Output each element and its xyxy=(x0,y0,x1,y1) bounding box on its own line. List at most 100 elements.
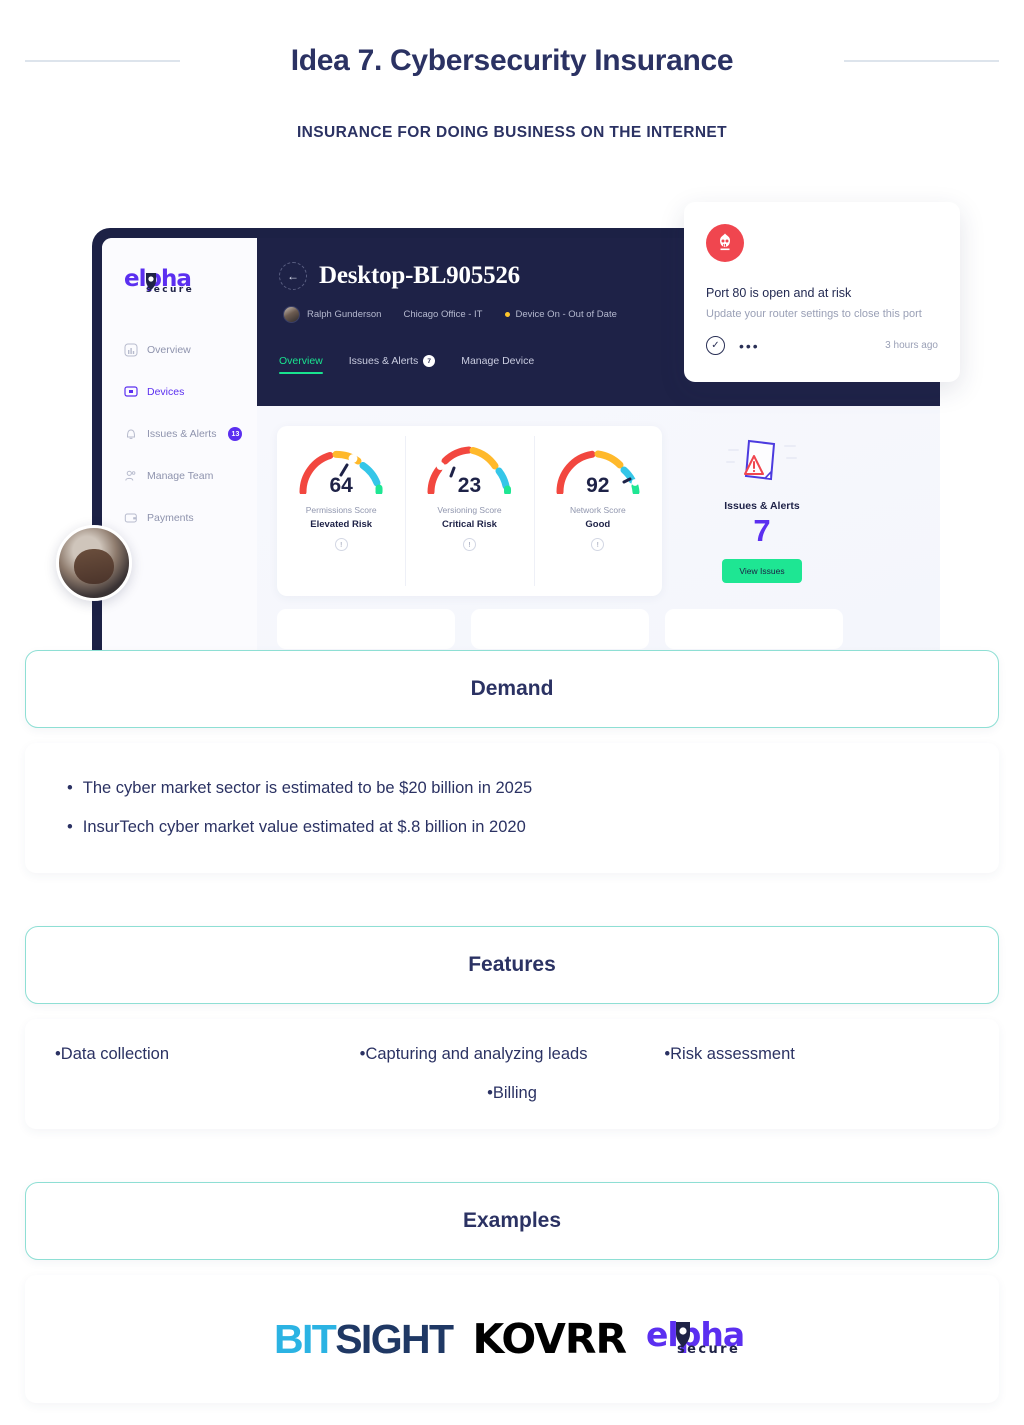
tab-issues-alerts[interactable]: Issues & Alerts 7 xyxy=(348,355,436,374)
sidebar-item-label: Overview xyxy=(147,344,191,356)
wallet-icon xyxy=(124,511,138,525)
monitor-icon xyxy=(124,385,138,399)
people-icon xyxy=(124,469,138,483)
sidebar-item-issues-alerts[interactable]: Issues & Alerts 13 xyxy=(102,418,257,450)
list-item: •Risk assessment xyxy=(664,1045,969,1064)
list-item-label: InsurTech cyber market value estimated a… xyxy=(82,818,526,836)
tab-badge: 7 xyxy=(423,355,436,367)
list-item-label: The cyber market sector is estimated to … xyxy=(82,779,533,797)
device-owner-label: Ralph Gunderson xyxy=(307,309,382,320)
sidebar-item-overview[interactable]: Overview xyxy=(102,334,257,366)
device-name: Desktop-BL905526 xyxy=(319,262,520,289)
avatar xyxy=(56,525,132,601)
gauge-value: 23 xyxy=(457,474,482,497)
tab-label: Issues & Alerts xyxy=(348,355,419,367)
warning-document-icon xyxy=(725,434,799,492)
check-circle-icon[interactable]: ✓ xyxy=(706,336,725,355)
section-spacer xyxy=(25,1129,999,1182)
view-issues-button[interactable]: View Issues xyxy=(722,559,802,583)
device-title-row: ← Desktop-BL905526 xyxy=(279,262,940,290)
ellipsis-icon[interactable]: ••• xyxy=(739,337,760,354)
bullet-glyph: • xyxy=(67,818,73,836)
gauge-state: Critical Risk xyxy=(442,519,497,530)
gauge-state: Good xyxy=(585,519,611,530)
section-spacer xyxy=(25,873,999,926)
tab-label: Manage Device xyxy=(461,355,535,367)
notification-subtitle: Update your router settings to close thi… xyxy=(706,308,922,320)
placeholder-card xyxy=(277,609,455,649)
features-row: •Data collection •Capturing and analyzin… xyxy=(55,1045,969,1064)
notification-footer: ✓ ••• 3 hours ago xyxy=(706,336,938,355)
list-item-label: Billing xyxy=(492,1084,537,1102)
section-title: Demand xyxy=(470,677,554,700)
score-card: 64 Permissions Score Elevated Risk ! xyxy=(277,426,662,596)
bitsight-logo: BITSIGHT xyxy=(274,1315,454,1363)
arrow-left-icon[interactable]: ← xyxy=(279,262,307,290)
chart-icon xyxy=(124,343,138,357)
device-status: Device On - Out of Date xyxy=(504,309,617,320)
example-logos: BITSIGHT KOVRR elpha secure xyxy=(55,1301,969,1377)
bell-icon xyxy=(124,427,138,441)
device-status-label: Device On - Out of Date xyxy=(515,309,617,320)
product-screenshot-mockup: elpha secure Overview xyxy=(0,180,1024,660)
gauge-state: Elevated Risk xyxy=(310,519,373,530)
gauge-value: 92 xyxy=(586,474,610,497)
notification-title: Port 80 is open and at risk xyxy=(706,286,852,300)
elpha-logo-word: elpha xyxy=(646,1315,745,1354)
avatar-face xyxy=(74,549,114,584)
title-row: Idea 7. Cybersecurity Insurance xyxy=(0,38,1024,84)
tab-overview[interactable]: Overview xyxy=(279,355,323,374)
alerts-title: Issues & Alerts xyxy=(724,500,800,512)
placeholder-card xyxy=(665,609,843,649)
app-sidebar: elpha secure Overview xyxy=(102,238,257,660)
device-tabs: Overview Issues & Alerts 7 Manage Device xyxy=(279,355,940,374)
decorative-rule-left xyxy=(25,60,180,62)
tab-label: Overview xyxy=(279,355,323,367)
page-title: Idea 7. Cybersecurity Insurance xyxy=(290,44,734,77)
tab-manage-device[interactable]: Manage Device xyxy=(461,355,534,374)
list-item: •Capturing and analyzing leads xyxy=(360,1045,665,1064)
page-subtitle: INSURANCE FOR DOING BUSINESS ON THE INTE… xyxy=(296,124,728,141)
gauge-arc: 64 xyxy=(295,442,387,497)
brand-logo-wrap: elpha secure xyxy=(102,266,257,300)
section-title: Examples xyxy=(462,1209,562,1232)
status-badge: 13 xyxy=(228,427,243,441)
section-title: Features xyxy=(468,953,556,976)
sidebar-item-manage-team[interactable]: Manage Team xyxy=(102,460,257,492)
section-body-demand: • The cyber market sector is estimated to… xyxy=(25,743,999,873)
avatar xyxy=(283,306,300,323)
bullet-glyph: • xyxy=(67,779,73,797)
bullet-glyph: • xyxy=(55,1045,61,1063)
notification-toast[interactable]: Port 80 is open and at risk Update your … xyxy=(684,202,960,382)
list-item: •Billing xyxy=(55,1084,969,1103)
device-location: Chicago Office - IT xyxy=(403,309,483,320)
section-body-examples: BITSIGHT KOVRR elpha secure xyxy=(25,1275,999,1403)
brand-sub: secure xyxy=(146,285,195,295)
notification-timestamp: 3 hours ago xyxy=(885,340,938,351)
section-header-features: Features xyxy=(25,926,999,1004)
gauge-permissions: 64 Permissions Score Elevated Risk ! xyxy=(277,426,405,596)
section-header-examples: Examples xyxy=(25,1182,999,1260)
gauge-label: Network Score xyxy=(569,505,626,515)
device-overview-body: 64 Permissions Score Elevated Risk ! xyxy=(257,406,940,660)
gauge-value: 64 xyxy=(329,474,353,497)
gauge-label: Versioning Score xyxy=(437,505,502,515)
secondary-cards-row xyxy=(277,609,916,649)
brand-word: elpha xyxy=(124,266,192,292)
gauge-label: Permissions Score xyxy=(305,505,377,515)
info-icon[interactable]: ! xyxy=(591,538,605,551)
device-meta-row: Ralph Gunderson Chicago Office - IT Devi… xyxy=(279,306,940,323)
decorative-rule-right xyxy=(844,60,999,62)
gauge-arc: 23 xyxy=(423,442,515,497)
sidebar-item-label: Manage Team xyxy=(147,470,214,482)
list-item: • The cyber market sector is estimated to… xyxy=(55,769,969,808)
elpha-secure-logo: elpha secure xyxy=(646,1313,750,1365)
bullet-glyph: • xyxy=(487,1084,493,1102)
shield-mark-icon xyxy=(146,273,156,290)
info-icon[interactable]: ! xyxy=(334,538,348,551)
sidebar-item-payments[interactable]: Payments xyxy=(102,502,257,534)
gauge-network: 92 Network Score Good ! xyxy=(533,426,662,596)
info-icon[interactable]: ! xyxy=(462,538,476,551)
bitsight-logo-part2: SIGHT xyxy=(335,1315,454,1362)
sidebar-item-devices[interactable]: Devices xyxy=(102,376,257,408)
